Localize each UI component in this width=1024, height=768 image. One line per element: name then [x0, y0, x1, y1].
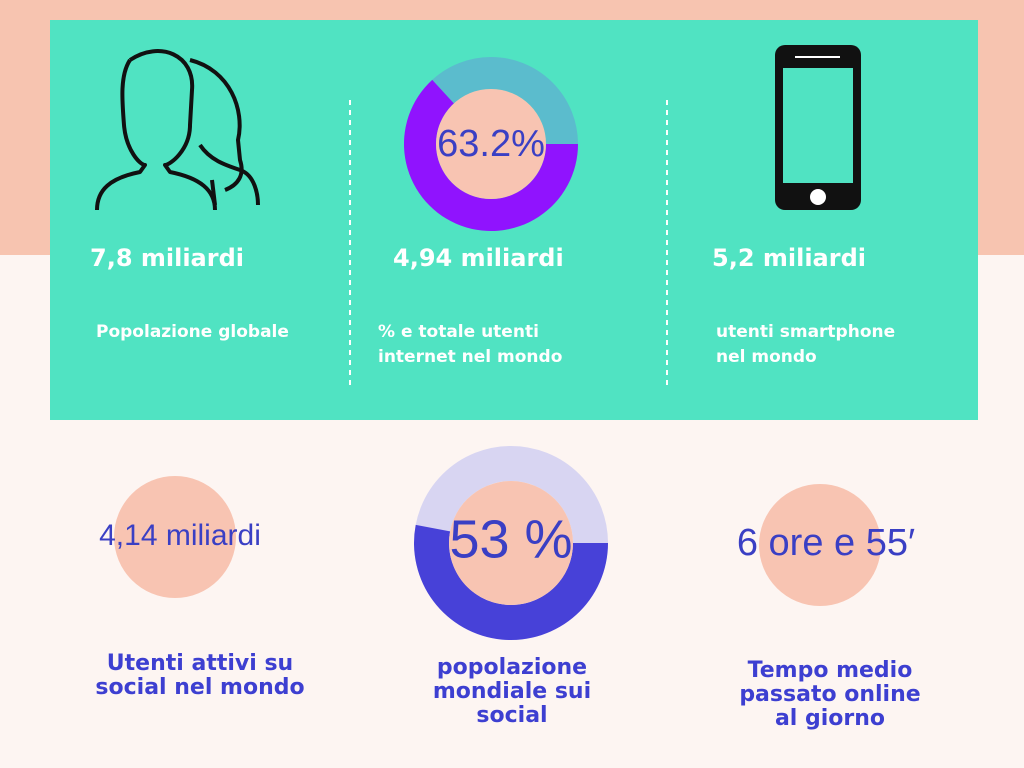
stat-label: internet nel mondo [378, 347, 562, 367]
stat-value: 7,8 miliardi [90, 244, 244, 272]
stat-label: Utenti attivi su [107, 651, 293, 676]
stat-label: nel mondo [716, 347, 817, 367]
stat-value: 53 % [449, 509, 572, 569]
phone-icon [775, 45, 861, 210]
stat-value: 6 ore e 55′ [737, 522, 915, 564]
stat-label: % e totale utenti [378, 322, 539, 342]
donut-arc [404, 79, 578, 231]
stat-circle [759, 484, 881, 606]
donut-center [436, 89, 546, 199]
donut-center [449, 481, 573, 605]
stat-label: Popolazione globale [96, 322, 289, 342]
stat-value: 4,14 miliardi [99, 519, 261, 552]
stat-circle [114, 476, 236, 598]
stat-label: passato online [739, 682, 920, 707]
stat-label: social [476, 703, 547, 728]
donut-label: 63.2% [437, 123, 545, 165]
stat-label: al giorno [775, 706, 885, 731]
people-icon [95, 49, 260, 211]
stat-label: social nel mondo [95, 675, 304, 700]
stat-value: 4,94 miliardi [393, 244, 564, 272]
stat-label: utenti smartphone [716, 322, 895, 342]
stat-label: mondiale sui [433, 679, 591, 704]
stat-label: Tempo medio [748, 658, 913, 683]
stat-label: popolazione [437, 655, 587, 680]
donut-arc [414, 524, 608, 640]
stat-value: 5,2 miliardi [712, 244, 866, 272]
